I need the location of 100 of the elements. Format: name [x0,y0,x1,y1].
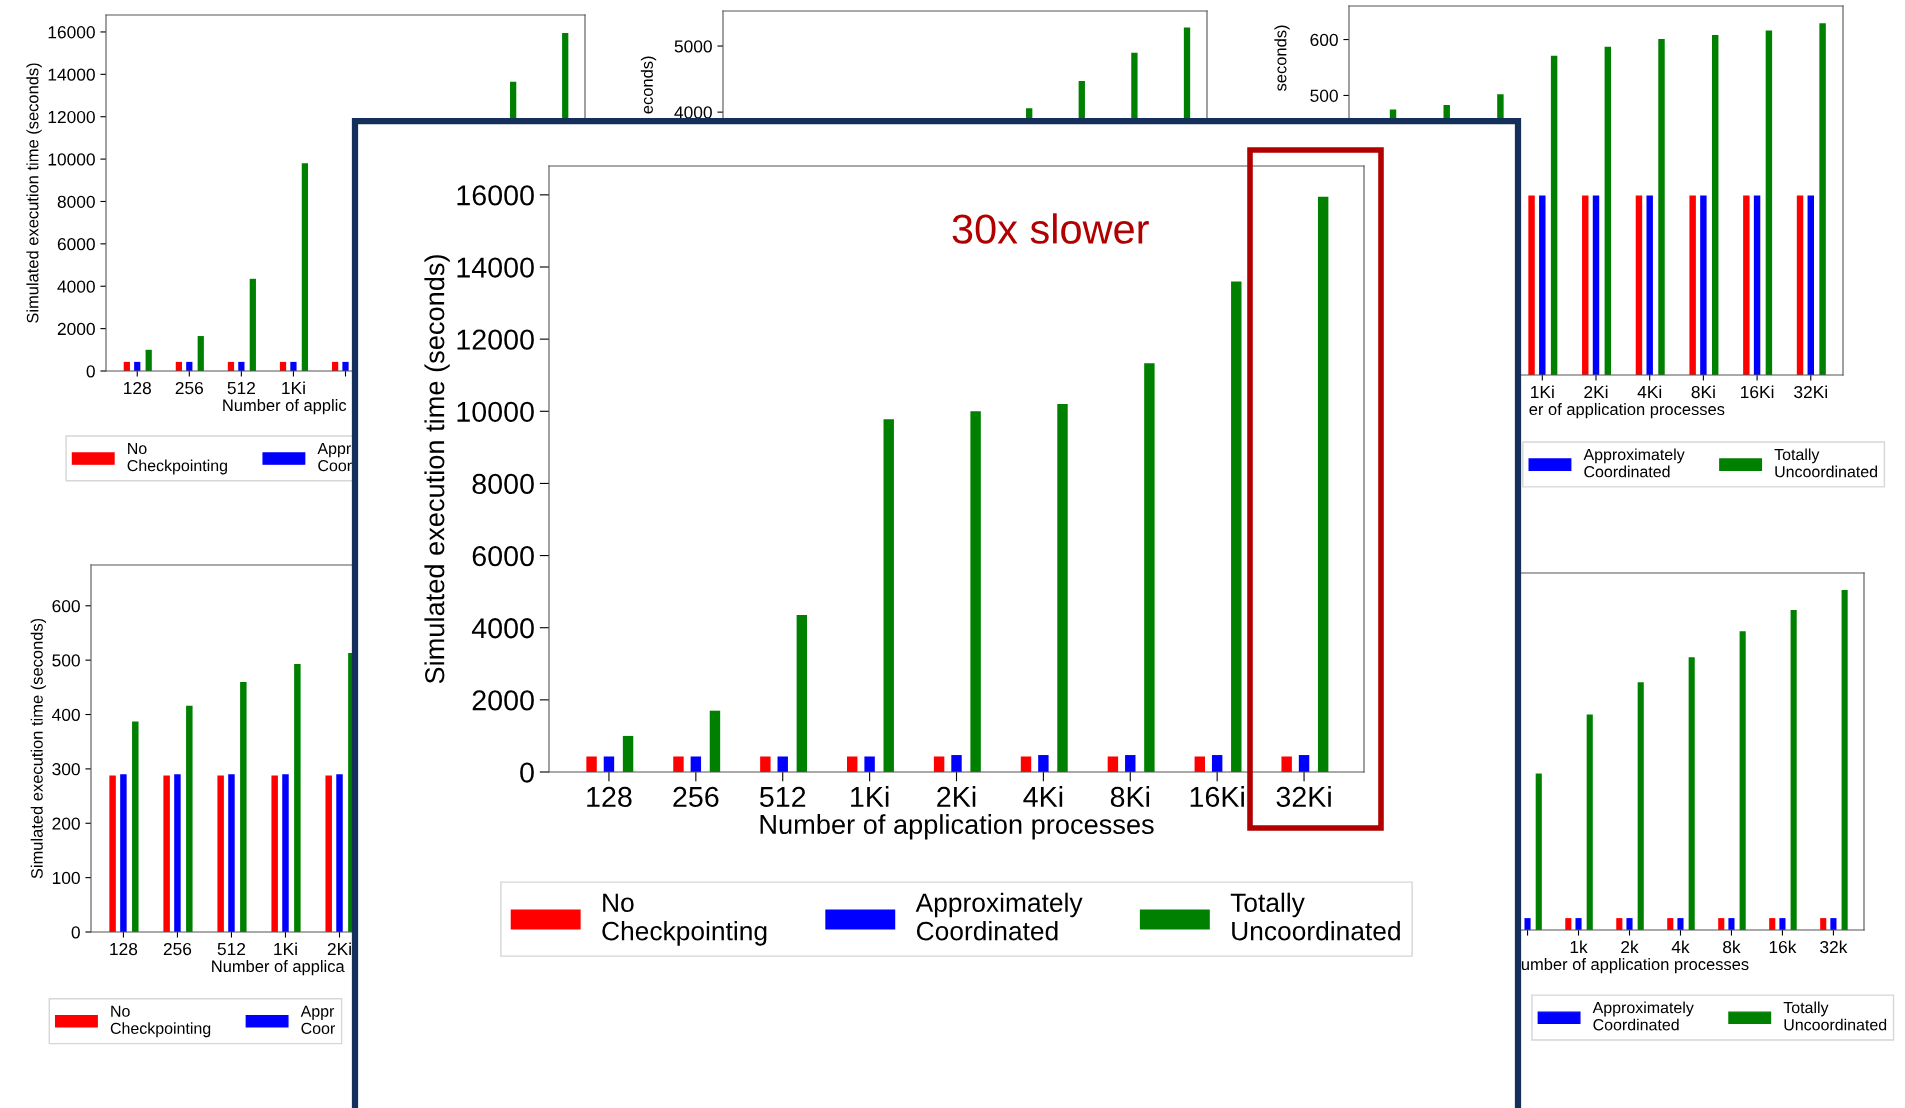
bar [197,336,204,371]
y-tick-label: 14000 [48,68,95,81]
bar [951,755,962,772]
y-tick-label: 500 [1310,89,1338,102]
x-tick-label: 2Ki [1584,385,1608,398]
bar [1765,30,1773,375]
bar [1586,714,1593,930]
x-tick-label: 32k [1820,940,1848,954]
y-tick-label: 5000 [674,40,712,53]
legend-label: No Checkpointing [110,1005,211,1038]
bar [342,361,349,371]
y-tick-label: 10000 [48,153,95,166]
y-tick-label: 16000 [457,185,534,206]
bar [1711,35,1719,375]
bar [796,615,808,772]
x-tick-label: 32Ki [1794,385,1827,399]
bar [1582,195,1589,375]
bar [120,774,127,932]
bar [186,705,193,932]
y-tick-label: 8000 [57,195,95,208]
bar [1626,918,1633,930]
x-tick-label: 4k [1671,940,1690,953]
bar [586,756,597,772]
y-tick-label: 100 [52,871,80,885]
bar [294,663,301,932]
x-tick-label: 512 [217,942,246,956]
y-tick-label: 0 [86,365,95,378]
x-tick-label: 512 [227,381,255,395]
y-tick-label: 2000 [57,322,95,336]
bar [132,721,139,932]
y-tick-label: 6000 [57,238,95,251]
bar [336,774,343,932]
x-axis-title: Number of applic [223,398,347,415]
bar [1539,195,1546,375]
bar [1211,755,1223,772]
x-axis-title: Number of applica [212,959,345,976]
bar [1144,363,1155,772]
bar [1604,46,1612,375]
y-tick-label: 6000 [472,545,534,567]
y-tick-label: 0 [520,762,534,783]
y-tick-label: 4000 [471,618,534,639]
x-tick-label: 256 [175,381,204,395]
x-tick-label: 1Ki [274,942,297,955]
bar [1125,755,1136,772]
bar [1700,195,1707,375]
bar [1616,918,1623,930]
x-axis-title: umber of application processes [1521,957,1749,974]
legend-label: Totally Uncoordinated [1230,892,1400,941]
bar [1535,773,1542,930]
y-tick-label: 14000 [457,257,534,278]
legend-label: Approximately Coordinated [915,892,1083,941]
bar [1550,55,1558,375]
y-tick-label: 300 [52,763,80,776]
bar [301,163,309,371]
x-axis-title: er of application processes [1529,402,1725,419]
x-tick-label: 1Ki [282,381,305,394]
bar [1688,657,1695,930]
y-tick-label: 400 [52,708,80,721]
bar [1667,918,1674,930]
bar [1057,404,1068,772]
x-tick-label: 2Ki [937,786,976,807]
bar [249,278,256,371]
bar [1677,918,1684,930]
bar [325,775,332,932]
bar [622,735,634,772]
bar [1646,195,1653,375]
bar [673,756,684,772]
x-tick-label: 1Ki [1531,385,1554,398]
x-tick-label: 128 [587,786,632,808]
bar [1020,756,1032,772]
y-axis-title: econds) [640,56,657,114]
bar [1807,195,1814,375]
y-tick-label: 0 [71,926,80,939]
bar [883,419,894,772]
bar [864,756,875,772]
bar [1658,38,1665,375]
y-tick-label: 200 [52,817,80,830]
y-tick-label: 600 [1310,33,1338,47]
y-tick-label: 2000 [472,690,534,711]
legend-label: No Checkpointing [127,442,227,475]
bar [690,756,702,772]
bar [145,349,152,371]
x-tick-label: 8Ki [1691,385,1715,399]
y-tick-label: 8000 [472,473,534,495]
x-tick-label: 256 [673,786,719,808]
y-tick-label: 10000 [457,401,534,422]
bar [1592,195,1600,375]
bar [1194,756,1205,772]
x-tick-label: 128 [110,942,138,956]
y-axis-title: Simulated execution time (seconds) [26,63,42,323]
x-tick-label: 1k [1570,940,1588,953]
bar [1038,755,1049,772]
legend-label: Approximately Coordinated [1592,1001,1694,1031]
bar [760,756,771,772]
x-tick-label: 4Ki [1023,786,1063,807]
bar [1635,195,1643,375]
bar [163,775,170,932]
bar [1820,918,1827,930]
y-tick-label: 500 [52,654,80,667]
bar [1107,756,1119,772]
